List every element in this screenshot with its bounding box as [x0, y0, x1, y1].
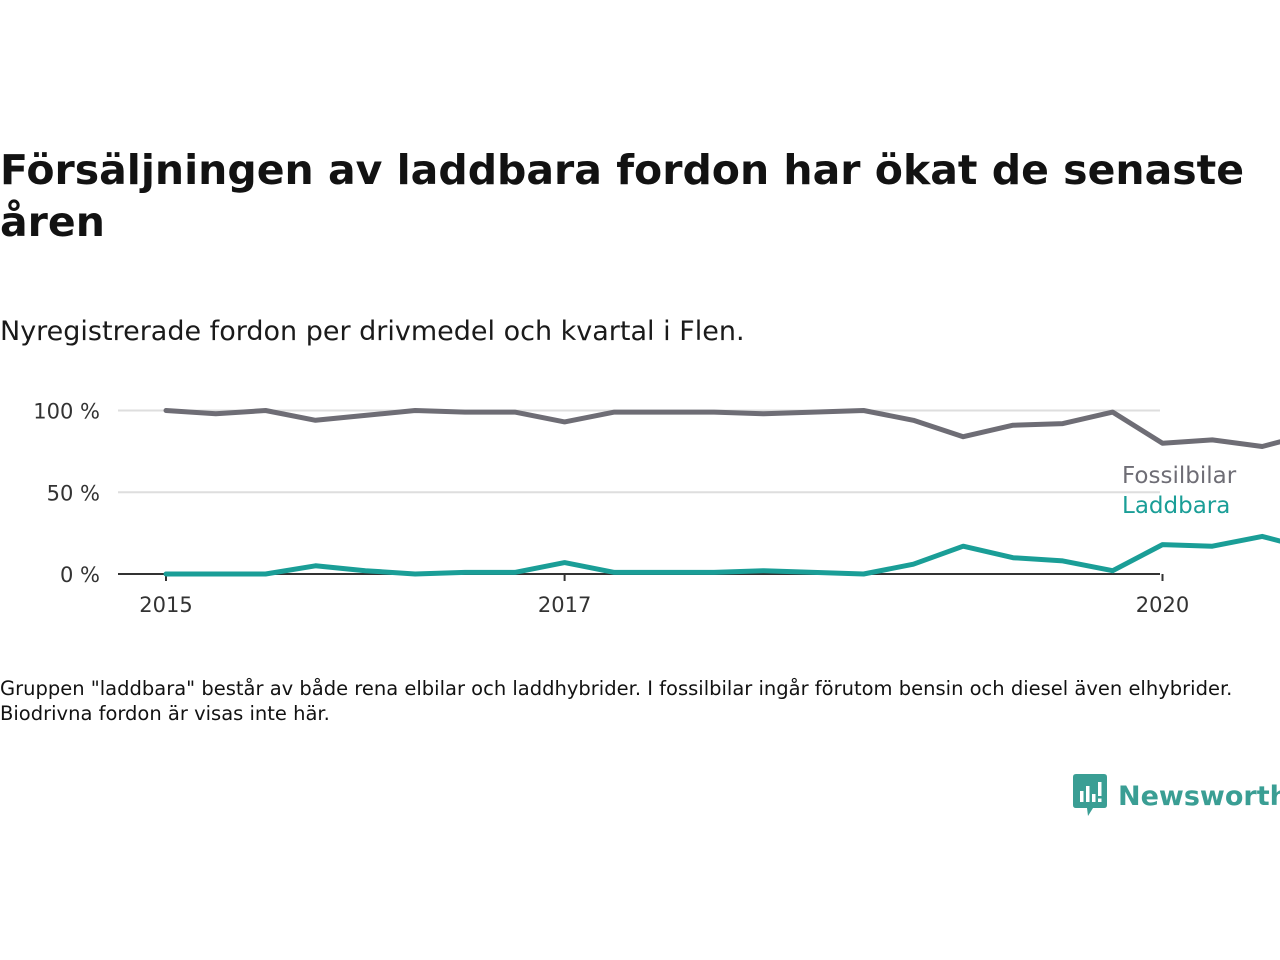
x-tick-label: 2015 — [139, 593, 192, 617]
grid-lines — [118, 409, 1160, 494]
x-tick-label: 2017 — [538, 593, 591, 617]
series-line-laddbara — [163, 533, 1280, 577]
x-axis-tick-labels: 20152017202020222024 — [139, 593, 1189, 617]
y-tick-label: 100 % — [33, 400, 100, 424]
x-tick-label: 2020 — [1136, 593, 1189, 617]
chart-title: Försäljningen av laddbara fordon har öka… — [0, 146, 1245, 246]
series-lines — [163, 408, 1280, 577]
line-chart: 0 %50 %100 % 20152017202020222024 Fossil… — [33, 400, 1280, 617]
series-label-laddbara: Laddbara — [1122, 493, 1230, 519]
brand-logo[interactable]: Newsworthy — [1073, 774, 1280, 818]
brand-name: Newsworthy — [1118, 780, 1280, 812]
x-axis — [118, 573, 1164, 581]
y-tick-label: 50 % — [47, 481, 100, 505]
series-line-fossilbilar — [163, 408, 1280, 449]
chart-subtitle: Nyregistrerade fordon per drivmedel och … — [0, 316, 745, 347]
newsworthy-logo-icon — [1073, 774, 1107, 816]
y-axis-tick-labels: 0 % 50 % 100 % — [33, 400, 100, 588]
footnote: Gruppen "laddbara" består av både rena e… — [0, 677, 1233, 725]
series-labels: Fossilbilar Laddbara — [1122, 463, 1237, 519]
y-tick-label: 0 % — [60, 563, 100, 587]
series-label-fossilbilar: Fossilbilar — [1122, 463, 1237, 489]
